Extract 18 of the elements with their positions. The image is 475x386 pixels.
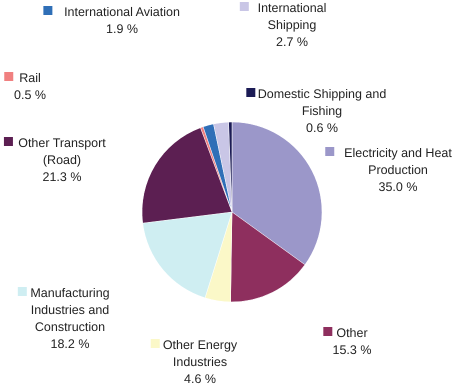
data-label: 4.6 % [184,372,216,386]
data-label: 15.3 % [332,343,372,357]
data-label: 2.7 % [276,35,308,49]
data-label: 1.9 % [106,22,138,36]
data-label: 35.0 % [378,180,418,194]
legend-label: Other Energy Industries [162,338,238,369]
legend-label: International Shipping [258,1,326,32]
data-label: 18.2 % [50,337,90,351]
legend-label: Other Transport (Road) [18,136,106,167]
data-label: 0.5 % [14,88,46,102]
legend-label: International Aviation [64,5,180,19]
legend-label: Manufacturing Industries and Construction [30,286,110,334]
data-label: 21.3 % [42,170,82,184]
data-label: 0.6 % [306,121,338,135]
legend-label: Other [336,326,368,340]
legend-label: Rail [19,71,41,85]
legend-label: Electricity and Heat Production [344,146,452,177]
legend-label: Domestic Shipping and Fishing [258,87,386,118]
